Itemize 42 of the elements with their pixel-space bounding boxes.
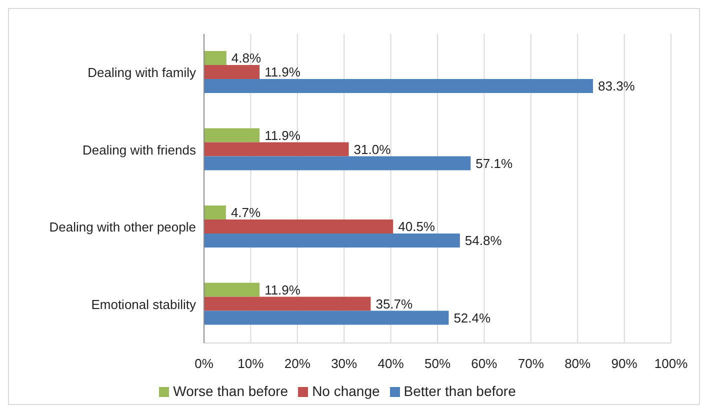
bar	[204, 205, 226, 220]
bar	[204, 296, 371, 311]
x-tick-label: 70%	[518, 356, 544, 372]
x-tick-label: 10%	[238, 356, 264, 372]
x-tick-label: 30%	[331, 356, 358, 372]
y-tick-label: Emotional stability	[91, 296, 196, 312]
bar	[204, 78, 594, 93]
x-tick-label: 50%	[424, 356, 451, 372]
data-label: 31.0%	[354, 142, 392, 157]
legend-label: No change	[312, 383, 380, 399]
data-label: 54.8%	[464, 233, 502, 248]
bar	[204, 142, 349, 156]
bar	[204, 219, 394, 234]
x-tick-label: 60%	[471, 356, 498, 372]
x-tick-label: 40%	[378, 356, 404, 372]
bar	[204, 64, 260, 79]
data-label: 4.7%	[230, 205, 262, 220]
data-label: 40.5%	[398, 219, 436, 234]
x-tick-label: 20%	[284, 356, 311, 372]
bar	[204, 233, 460, 248]
data-label: 83.3%	[598, 78, 636, 94]
y-tick-label: Dealing with family	[88, 65, 196, 80]
bar	[204, 310, 449, 325]
bar	[204, 156, 471, 170]
data-label: 35.7%	[376, 296, 414, 312]
bar	[204, 282, 260, 297]
x-tick-label: 100%	[654, 356, 688, 372]
data-label: 4.8%	[231, 50, 262, 66]
data-label: 11.9%	[264, 128, 301, 143]
legend-label: Worse than before	[173, 383, 288, 399]
bar	[204, 128, 260, 142]
x-tick-label: 0%	[194, 356, 214, 372]
y-tick-label: Dealing with friends	[82, 142, 196, 158]
data-label: 11.9%	[264, 282, 301, 298]
data-label: 11.9%	[264, 64, 301, 80]
bar	[204, 50, 226, 65]
data-label: 52.4%	[454, 310, 492, 326]
x-tick-label: 90%	[611, 356, 638, 372]
y-tick-label: Dealing with other people	[49, 220, 196, 235]
legend-label: Better than before	[404, 383, 516, 399]
x-tick-label: 80%	[564, 356, 592, 372]
data-label: 57.1%	[476, 156, 513, 171]
